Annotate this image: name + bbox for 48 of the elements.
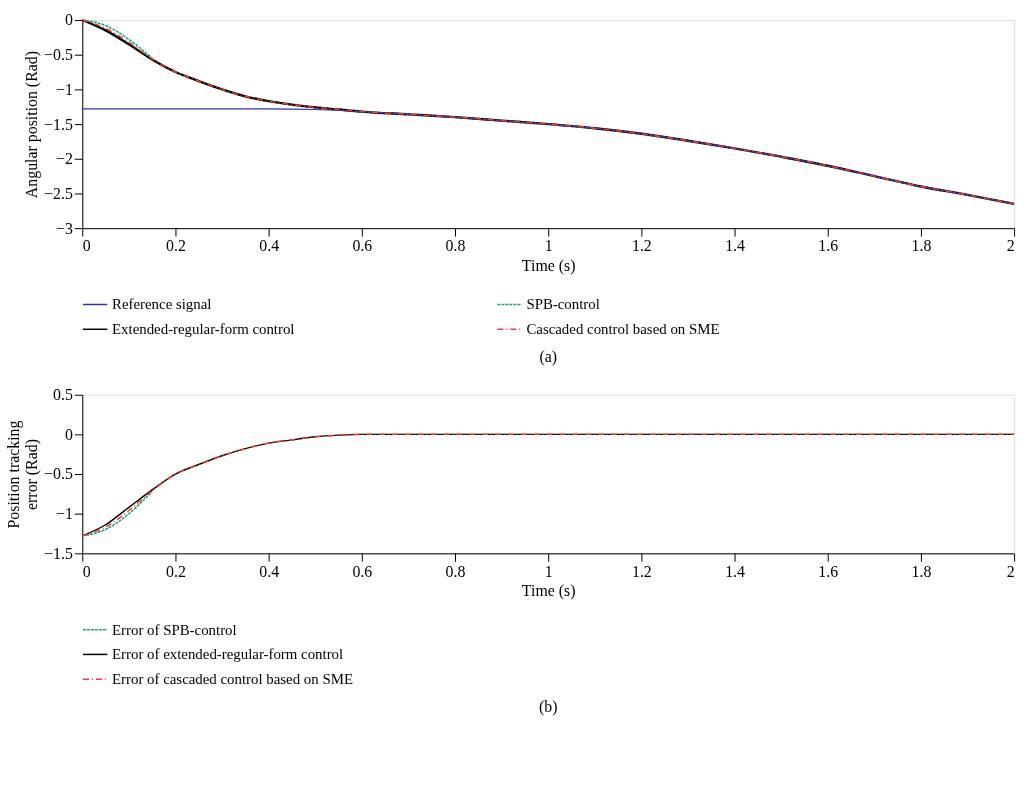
- y-tick-label: −2.5: [44, 184, 73, 202]
- line-series: [81, 19, 153, 59]
- x-tick-label: 0.8: [445, 237, 466, 255]
- y-tick-label: −0.5: [44, 46, 73, 64]
- legend-label: Cascaded control based on SME: [526, 321, 720, 338]
- y-tick-label: −1.5: [44, 544, 73, 562]
- x-tick-label: 1: [544, 237, 553, 255]
- x-tick-label: 0.6: [352, 562, 373, 580]
- x-tick-label: 1.6: [818, 562, 839, 580]
- x-tick-label: 1.6: [818, 237, 839, 255]
- x-tick-label: 0.2: [166, 237, 186, 255]
- legend-label: Extended-regular-form control: [112, 321, 295, 338]
- x-tick-label: 2: [1006, 562, 1015, 580]
- x-tick-label: 1.2: [631, 562, 652, 580]
- x-tick-label: 0: [82, 562, 91, 580]
- x-tick-label: 0.2: [166, 562, 186, 580]
- legend-label: Error of extended-regular-form control: [112, 646, 344, 663]
- x-tick-label: 1.4: [725, 562, 746, 580]
- text: (b): [538, 697, 558, 716]
- x-tick-label: 1.2: [631, 237, 652, 255]
- x-tick-label: 1.8: [911, 237, 932, 255]
- legend-label: SPB-control: [526, 296, 600, 313]
- y-tick-label: −1.5: [44, 115, 73, 133]
- legend-label: Reference signal: [112, 296, 212, 313]
- x-tick-label: 0.8: [445, 562, 466, 580]
- x-tick-label: 2: [1006, 237, 1015, 255]
- y-tick-label: −1: [55, 505, 73, 523]
- x-tick-label: 0: [82, 237, 91, 255]
- y-tick-label: 0.5: [53, 386, 73, 404]
- x-tick-label: 0.4: [259, 562, 280, 580]
- x-axis-title: Time (s): [521, 257, 576, 276]
- x-axis-title: Time (s): [521, 582, 576, 601]
- y-tick-label: −2: [55, 150, 73, 168]
- x-tick-label: 1.8: [911, 562, 932, 580]
- legend-label: Error of SPB-control: [112, 621, 237, 638]
- y-tick-label: −0.5: [44, 465, 73, 483]
- y-tick-label: 0: [64, 11, 73, 29]
- legend-label: Error of cascaded control based on SME: [112, 671, 353, 688]
- x-tick-label: 0.6: [352, 237, 373, 255]
- y-tick-label: −1: [55, 80, 73, 98]
- y-axis-title: Position tracking error (Rad): [5, 420, 42, 529]
- y-tick-label: 0: [64, 425, 73, 443]
- x-tick-label: 0.4: [259, 237, 280, 255]
- x-tick-label: 1.4: [725, 237, 746, 255]
- x-tick-label: 1: [544, 562, 553, 580]
- text: (a): [539, 348, 557, 366]
- y-tick-label: −3: [55, 219, 73, 237]
- y-axis-title: Angular position (Rad): [23, 51, 42, 199]
